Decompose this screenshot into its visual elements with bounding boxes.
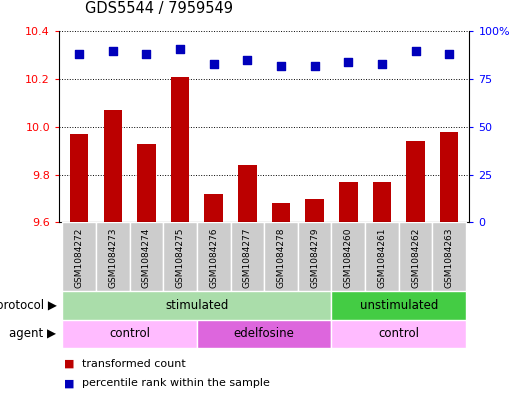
Text: GSM1084263: GSM1084263 (445, 228, 453, 288)
Text: GSM1084276: GSM1084276 (209, 228, 218, 288)
Text: GSM1084277: GSM1084277 (243, 228, 252, 288)
Text: agent ▶: agent ▶ (9, 327, 56, 340)
Bar (339, 182, 358, 222)
Point (411, 48, 420, 54)
Bar (197, 222, 230, 291)
Point (378, 61, 386, 67)
Bar (399, 222, 432, 291)
Point (310, 62, 319, 69)
Text: ■: ■ (64, 358, 74, 369)
Bar (365, 222, 399, 291)
Bar (96, 222, 130, 291)
Bar (104, 110, 122, 222)
Text: GDS5544 / 7959549: GDS5544 / 7959549 (85, 1, 232, 16)
Bar (432, 222, 466, 291)
Text: GSM1084273: GSM1084273 (108, 228, 117, 288)
Text: GSM1084262: GSM1084262 (411, 228, 420, 288)
Point (277, 62, 285, 69)
Bar (171, 77, 189, 222)
Bar (440, 132, 459, 222)
Point (344, 59, 352, 65)
Bar (264, 222, 298, 291)
Bar (272, 203, 290, 222)
Point (176, 46, 184, 52)
Bar (63, 320, 197, 348)
Text: GSM1084274: GSM1084274 (142, 228, 151, 288)
Bar (331, 320, 466, 348)
Bar (205, 194, 223, 222)
Bar (331, 222, 365, 291)
Bar (238, 165, 256, 222)
Bar (305, 198, 324, 222)
Text: unstimulated: unstimulated (360, 299, 438, 312)
Bar (331, 291, 466, 320)
Bar (130, 222, 163, 291)
Bar (63, 222, 96, 291)
Bar (372, 182, 391, 222)
Text: transformed count: transformed count (82, 358, 186, 369)
Text: stimulated: stimulated (165, 299, 229, 312)
Point (243, 57, 251, 63)
Text: ■: ■ (64, 378, 74, 388)
Text: GSM1084275: GSM1084275 (175, 228, 185, 288)
Bar (197, 320, 331, 348)
Bar (70, 134, 88, 222)
Text: control: control (378, 327, 419, 340)
Text: protocol ▶: protocol ▶ (0, 299, 56, 312)
Text: GSM1084278: GSM1084278 (277, 228, 286, 288)
Text: control: control (109, 327, 150, 340)
Bar (63, 291, 331, 320)
Point (109, 48, 117, 54)
Text: GSM1084279: GSM1084279 (310, 228, 319, 288)
Text: GSM1084261: GSM1084261 (378, 228, 386, 288)
Bar (163, 222, 197, 291)
Bar (137, 144, 156, 222)
Text: percentile rank within the sample: percentile rank within the sample (82, 378, 270, 388)
Point (75, 51, 83, 57)
Bar (406, 141, 425, 222)
Point (445, 51, 453, 57)
Text: GSM1084272: GSM1084272 (75, 228, 84, 288)
Text: edelfosine: edelfosine (234, 327, 294, 340)
Bar (230, 222, 264, 291)
Text: GSM1084260: GSM1084260 (344, 228, 353, 288)
Bar (298, 222, 331, 291)
Point (142, 51, 150, 57)
Point (210, 61, 218, 67)
